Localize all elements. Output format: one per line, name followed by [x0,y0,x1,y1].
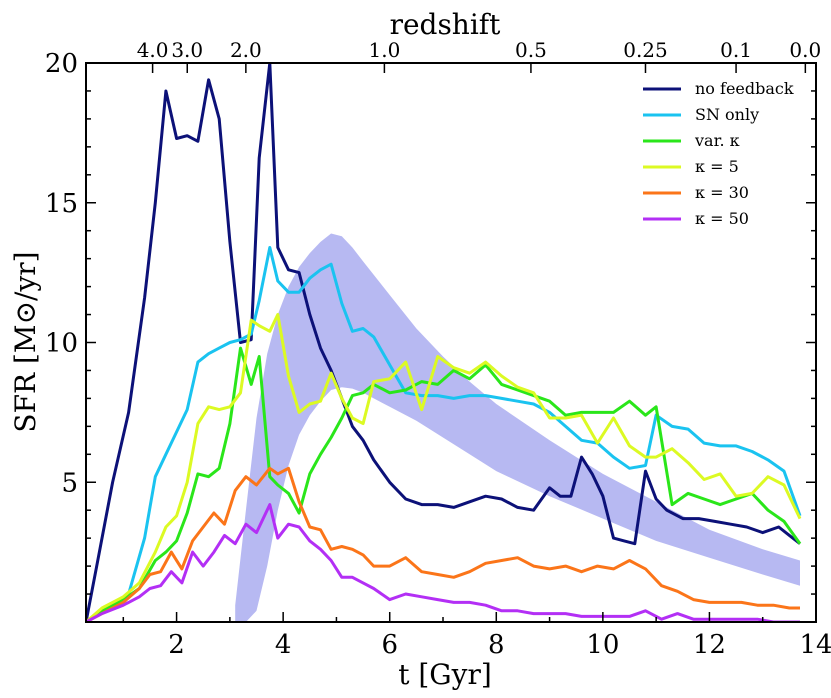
x-tick-label: 8 [488,630,505,660]
legend: no feedback SN only var. κ κ = 5 κ = 30 κ = 5… [630,74,795,239]
x-tick-label: 14 [799,630,831,660]
y-tick-label: 20 [45,49,78,79]
x-axis-title: t [Gyr] [398,658,492,691]
top-axis-title: redshift [390,8,502,41]
y-tick-label: 5 [61,468,78,498]
top-tick-label: 0.1 [720,38,752,62]
legend-label-6: κ = 50 [695,209,749,228]
top-tick-label: 2.0 [230,38,262,62]
ticks-layer: 2 4 6 8 10 12 14 5 10 15 20 4.0 3.0 2.0 1.0 0.5 0.25 0.1 0… [45,38,831,660]
series-layer [86,63,802,622]
legend-label-5: κ = 30 [695,183,749,202]
legend-label-2: SN only [695,105,759,124]
y-tick-label: 15 [45,189,78,219]
series-line-1 [86,63,801,622]
x-tick-label: 10 [586,630,619,660]
legend-label-1: no feedback [695,79,794,98]
legend-label-4: κ = 5 [695,157,739,176]
band-layer [235,233,800,622]
uncertainty-band [235,233,800,622]
y-tick-label: 10 [45,329,78,359]
x-tick-label: 6 [381,630,398,660]
top-tick-label: 1.0 [368,38,400,62]
top-tick-label: 4.0 [137,38,169,62]
series-line-4 [86,313,802,622]
x-tick-label: 12 [693,630,726,660]
top-tick-label: 0.5 [515,38,547,62]
x-tick-label: 2 [168,630,185,660]
series-line-3 [86,346,802,622]
top-tick-label: 0.0 [789,38,821,62]
series-line-6 [86,503,800,622]
top-tick-label: 0.25 [623,38,668,62]
x-tick-label: 4 [275,630,292,660]
top-tick-label: 3.0 [171,38,203,62]
y-axis-title: SFR [M⊙/yr] [9,251,42,432]
legend-label-3: var. κ [694,131,740,150]
series-line-5 [86,466,800,622]
